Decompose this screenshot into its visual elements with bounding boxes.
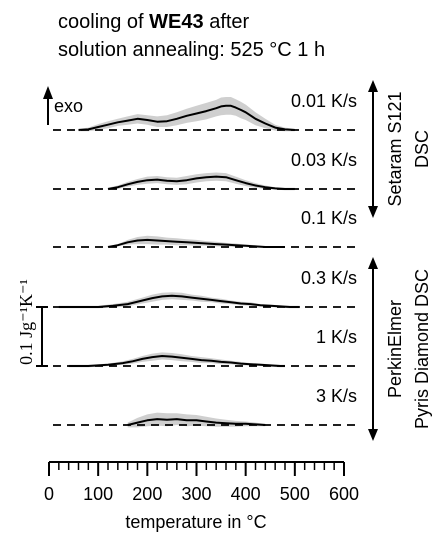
curve-0-03-K-s — [107, 175, 295, 190]
title-line-1: cooling of WE43 after — [58, 11, 250, 33]
x-tick-label-600: 600 — [329, 484, 359, 504]
instrument-label-1-line1: Setaram S121 — [385, 91, 405, 206]
instrument-group-1: Setaram S121 DSC — [368, 80, 432, 218]
instrument-group-2: PerkinElmer Pyris Diamond DSC — [368, 257, 432, 441]
exo-label: exo — [54, 96, 83, 116]
x-tick-label-100: 100 — [83, 484, 113, 504]
x-tick-label-300: 300 — [181, 484, 211, 504]
trace-0-1-K-s — [53, 235, 357, 248]
x-axis: 0 100 200 300 400 500 600 — [44, 461, 359, 504]
rate-label-3-K-s: 3 K/s — [316, 386, 357, 406]
trace-3-K-s — [53, 412, 357, 428]
rate-label-1-K-s: 1 K/s — [316, 327, 357, 347]
x-tick-label-400: 400 — [231, 484, 261, 504]
x-tick-label-500: 500 — [280, 484, 310, 504]
curve-3-K-s — [127, 418, 266, 426]
curve-0-01-K-s — [78, 104, 295, 131]
rate-label-0-01-K-s: 0.01 K/s — [291, 91, 357, 111]
curve-0-3-K-s — [58, 294, 300, 308]
scale-bar — [36, 306, 48, 367]
instrument-label-2-line2: Pyris Diamond DSC — [412, 269, 432, 429]
title-line-2: solution annealing: 525 °C 1 h — [58, 39, 325, 61]
band-0-03-K-s — [108, 172, 295, 191]
trace-0-03-K-s — [53, 172, 357, 191]
band-0-01-K-s — [78, 97, 295, 132]
rate-label-0-3-K-s: 0.3 K/s — [301, 268, 357, 288]
rate-label-0-03-K-s: 0.03 K/s — [291, 150, 357, 170]
x-tick-label-0: 0 — [44, 484, 54, 504]
curve-0-1-K-s — [107, 238, 285, 248]
trace-0-01-K-s — [53, 97, 357, 132]
rate-label-0-1-K-s: 0.1 K/s — [301, 208, 357, 228]
curve-1-K-s — [68, 355, 285, 367]
instrument-label-1-line2: DSC — [412, 130, 432, 168]
trace-0-3-K-s — [53, 292, 357, 309]
x-tick-label-200: 200 — [132, 484, 162, 504]
instrument-label-2-line1: PerkinElmer — [385, 300, 405, 398]
exo-arrow — [43, 86, 53, 125]
x-axis-label: temperature in °C — [125, 512, 266, 532]
trace-1-K-s — [53, 352, 357, 368]
scale-bar-label: 0.1 Jg⁻¹K⁻¹ — [16, 279, 36, 365]
